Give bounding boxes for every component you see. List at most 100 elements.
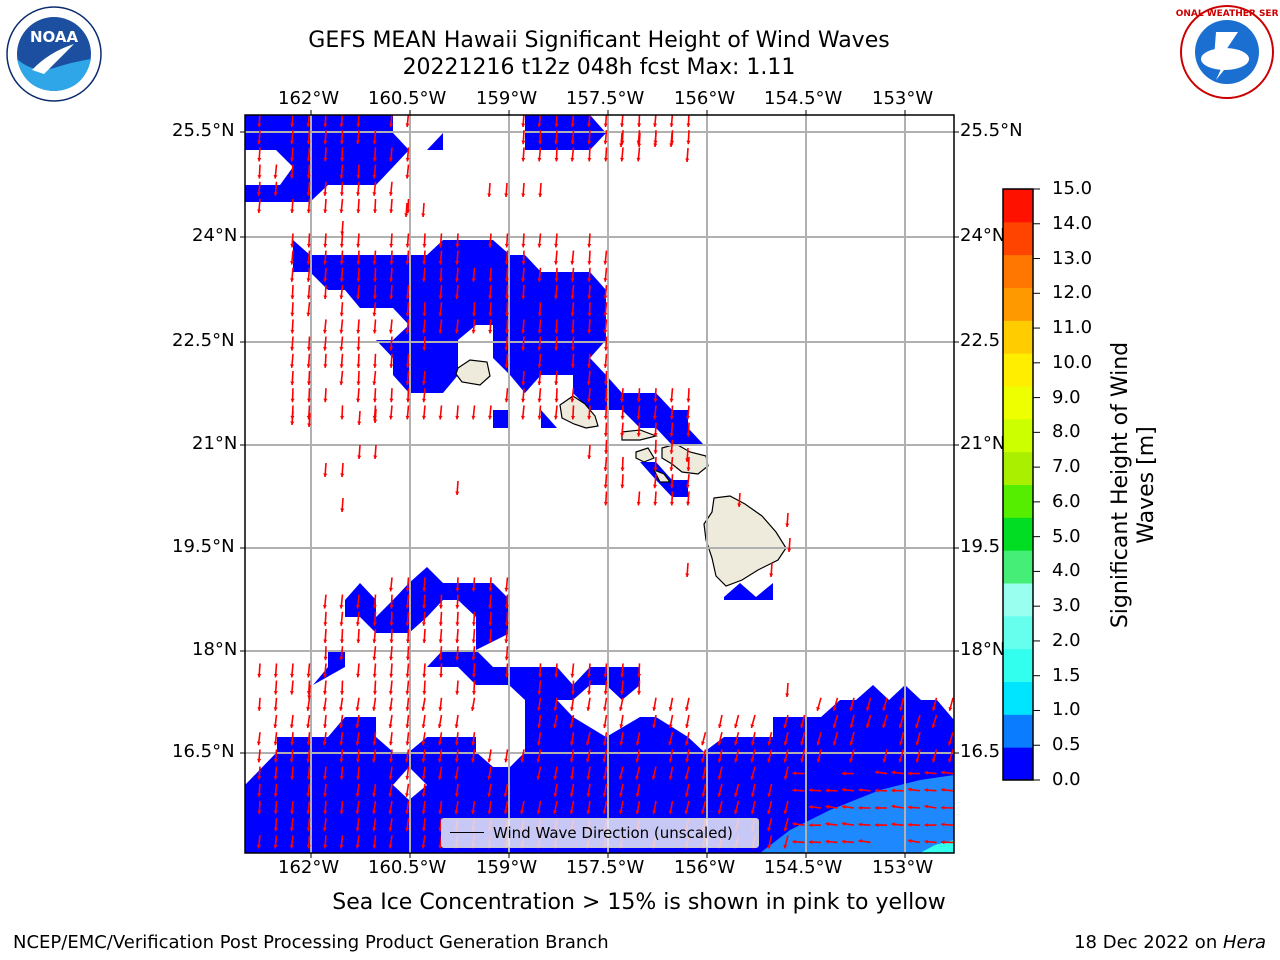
wave-direction-arrowhead bbox=[389, 209, 394, 213]
wave-direction-arrowhead bbox=[323, 261, 328, 265]
wave-direction-arrowhead bbox=[356, 175, 361, 179]
wave-direction-arrowhead bbox=[388, 741, 393, 746]
wave-direction-arrowhead bbox=[290, 741, 295, 746]
wave-direction-arrowhead bbox=[290, 243, 295, 248]
wave-direction-arrowhead bbox=[603, 381, 608, 385]
wave-direction-arrowhead bbox=[717, 741, 722, 746]
wave-direction-arrowhead bbox=[422, 639, 427, 643]
wave-direction-arrowhead bbox=[684, 793, 689, 797]
wave-direction-arrowhead bbox=[686, 467, 691, 471]
wave-direction-arrowhead bbox=[924, 788, 929, 793]
wave-direction-arrowhead bbox=[750, 724, 755, 728]
wave-direction-arrowhead bbox=[405, 673, 410, 678]
wave-direction-arrowhead bbox=[875, 822, 879, 828]
wave-direction-arrowhead bbox=[487, 810, 492, 814]
wave-direction-arrowhead bbox=[339, 656, 344, 661]
wave-direction-arrowhead bbox=[520, 758, 525, 763]
wave-direction-arrowhead bbox=[669, 484, 675, 489]
wave-direction-arrowhead bbox=[554, 329, 559, 334]
wave-direction-arrowhead bbox=[858, 787, 863, 793]
wave-direction-arrowhead bbox=[339, 261, 344, 265]
wave-direction-arrowhead bbox=[405, 364, 410, 368]
colorbar-tick-label: 13.0 bbox=[1052, 247, 1093, 269]
wave-direction-arrowhead bbox=[618, 775, 623, 780]
wave-direction-arrowhead bbox=[521, 243, 526, 248]
wave-direction-arrowhead bbox=[569, 741, 575, 746]
wave-direction-arrowhead bbox=[323, 295, 328, 299]
wave-direction-arrowhead bbox=[487, 775, 492, 780]
wave-direction-arrowhead bbox=[455, 691, 460, 695]
wave-direction-arrowhead bbox=[454, 741, 459, 746]
wave-direction-arrowhead bbox=[504, 656, 509, 661]
wave-direction-arrowhead bbox=[825, 839, 830, 844]
wave-direction-arrowhead bbox=[388, 329, 393, 334]
colorbar-segment bbox=[1003, 353, 1033, 387]
wave-direction-arrowhead bbox=[372, 295, 377, 299]
wave-direction-arrowhead bbox=[488, 587, 493, 592]
wave-direction-arrowhead bbox=[356, 673, 361, 678]
wave-direction-arrowhead bbox=[800, 741, 805, 746]
wave-direction-arrowhead bbox=[504, 639, 509, 643]
wave-direction-arrowhead bbox=[340, 415, 345, 420]
nws-logo: NATIONAL WEATHER SERVICE bbox=[1176, 5, 1278, 99]
wave-direction-arrowhead bbox=[438, 415, 443, 420]
wave-direction-arrowhead bbox=[908, 771, 912, 776]
wave-direction-arrowhead bbox=[471, 691, 477, 695]
wave-direction-arrowhead bbox=[339, 381, 344, 385]
wave-direction-arrowhead bbox=[323, 844, 328, 849]
colorbar-tick-label: 7.0 bbox=[1052, 456, 1081, 478]
colorbar-segment bbox=[1003, 517, 1033, 551]
wave-direction-arrowhead bbox=[438, 605, 444, 609]
wave-direction-arrowhead bbox=[438, 673, 444, 678]
wave-direction-arrowhead bbox=[372, 174, 377, 179]
wave-direction-arrowhead bbox=[306, 209, 311, 213]
wave-direction-arrowhead bbox=[842, 787, 846, 792]
wave-direction-arrowhead bbox=[619, 793, 624, 797]
wave-direction-arrowhead bbox=[858, 839, 863, 844]
wave-direction-arrowhead bbox=[322, 707, 327, 711]
wave-direction-arrowhead bbox=[455, 261, 460, 265]
wave-direction-arrowhead bbox=[669, 415, 674, 420]
wave-direction-arrowhead bbox=[290, 398, 295, 403]
wave-direction-arrowhead bbox=[792, 821, 797, 827]
wave-direction-arrowhead bbox=[587, 295, 592, 299]
wave-direction-arrowhead bbox=[537, 312, 542, 317]
wave-direction-arrowhead bbox=[389, 605, 394, 609]
lat-tick-right: 25.5°N bbox=[960, 120, 1023, 141]
wave-direction-arrowhead bbox=[651, 775, 656, 780]
wave-direction-arrowhead bbox=[554, 278, 559, 282]
wave-direction-arrowhead bbox=[570, 364, 575, 368]
wave-direction-arrowhead bbox=[389, 261, 394, 265]
wave-direction-arrowhead bbox=[553, 793, 558, 797]
colorbar-segment bbox=[1003, 484, 1033, 518]
wave-direction-arrowhead bbox=[553, 260, 559, 265]
wave-direction-arrowhead bbox=[908, 822, 912, 827]
colorbar-frame bbox=[1002, 188, 1034, 781]
colorbar-segment bbox=[1003, 615, 1033, 650]
wave-direction-arrowhead bbox=[322, 604, 327, 609]
wave-direction-arrowhead bbox=[355, 707, 360, 711]
wave-direction-arrowhead bbox=[882, 724, 887, 728]
wave-direction-arrowhead bbox=[356, 261, 361, 265]
wave-direction-arrowhead bbox=[355, 140, 361, 145]
wave-direction-arrowhead bbox=[306, 758, 311, 763]
lon-tick-top: 153°W bbox=[872, 88, 934, 109]
wave-direction-arrowhead bbox=[652, 484, 658, 489]
wave-direction-arrowhead bbox=[323, 810, 328, 814]
wave-direction-arrowhead bbox=[306, 295, 311, 299]
wave-direction-arrowhead bbox=[842, 839, 846, 844]
wave-direction-arrowhead bbox=[717, 758, 722, 763]
colorbar-tick-label: 12.0 bbox=[1052, 282, 1093, 304]
lat-tick-left: 25.5°N bbox=[172, 120, 235, 141]
wave-direction-arrowhead bbox=[653, 450, 658, 454]
wave-direction-arrowhead bbox=[767, 844, 772, 849]
wave-direction-arrowhead bbox=[504, 758, 509, 763]
wave-direction-arrowhead bbox=[273, 741, 278, 746]
wave-direction-arrowhead bbox=[372, 741, 377, 746]
wave-direction-arrowhead bbox=[405, 415, 410, 420]
wave-direction-arrowhead bbox=[553, 707, 558, 711]
lat-tick-left: 18°N bbox=[192, 639, 238, 660]
wave-direction-arrowhead bbox=[520, 415, 525, 420]
wave-direction-arrowhead bbox=[273, 758, 278, 763]
wave-direction-arrowhead bbox=[750, 793, 755, 797]
